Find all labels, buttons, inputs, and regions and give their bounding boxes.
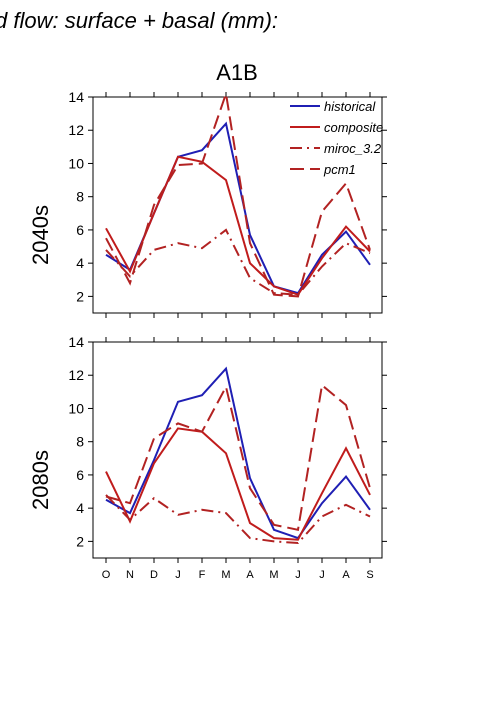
y-tick-label: 2 [76,288,84,304]
y-axis-label: 2080s [28,450,53,510]
series-line-composite [105,427,371,541]
panel-2: 2 4 6 8 10 12 14 O N D J F M A M J J A S 2080s [28,334,387,581]
y-tick-label: 14 [68,89,84,105]
series-line-miroc-3-2 [105,494,371,545]
plot-frame [92,341,383,559]
plot-frame [92,96,383,314]
x-tick-label: F [199,569,206,581]
series-line-pcm1 [105,93,371,298]
x-tick-label: J [319,569,325,581]
x-tick-label: D [150,569,158,581]
y-tick-label: 10 [68,400,84,416]
y-tick-label: 4 [76,255,84,271]
chart-panels: 2 4 6 8 10 12 14 2040s 2 4 6 8 10 12 14 O N D J F M A M J J A S 208… [28,89,387,581]
x-tick-label: O [102,569,111,581]
scenario-title: A1B [216,60,258,85]
x-tick-label: N [126,569,134,581]
y-tick-label: 12 [68,367,84,383]
x-tick-label: J [295,569,301,581]
x-tick-label: A [246,569,254,581]
y-tick-label: 10 [68,155,84,171]
x-tick-label: A [342,569,350,581]
x-tick-label: M [269,569,278,581]
y-tick-label: 2 [76,533,84,549]
panel-1: 2 4 6 8 10 12 14 2040s [28,89,387,318]
x-tick-label: J [175,569,181,581]
legend: historical composite miroc_3.2 pcm1 [290,99,383,177]
series-line-composite [105,155,371,296]
y-tick-label: 6 [76,222,84,238]
y-tick-label: 12 [68,122,84,138]
y-tick-label: 14 [68,334,84,350]
y-tick-label: 8 [76,434,84,450]
y-tick-label: 6 [76,467,84,483]
y-tick-label: 4 [76,500,84,516]
y-axis-label: 2040s [28,205,53,265]
x-tick-label: M [221,569,230,581]
series-line-historical [105,366,371,540]
series-line-pcm1 [105,383,371,531]
legend-label: pcm1 [323,162,356,177]
y-tick-label: 8 [76,189,84,205]
x-tick-label: S [366,569,373,581]
figure-title: d flow: surface + basal (mm): [0,8,278,33]
legend-label: miroc_3.2 [324,141,382,156]
legend-label: historical [324,99,376,114]
series-line-miroc-3-2 [105,228,371,296]
legend-label: composite [324,120,383,135]
